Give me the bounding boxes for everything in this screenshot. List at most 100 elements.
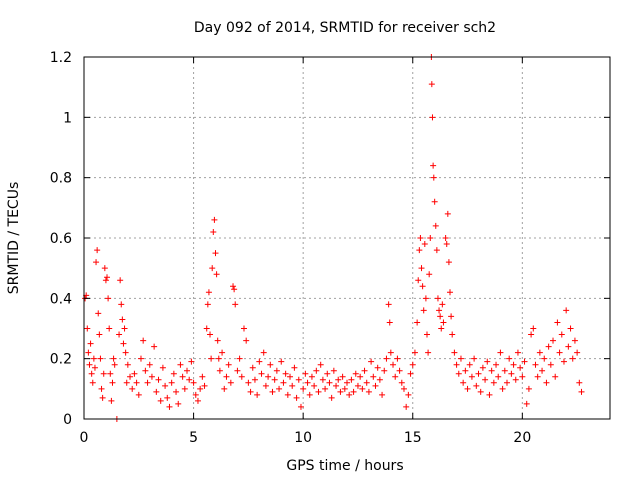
data-point [249, 364, 256, 371]
data-point [411, 349, 418, 356]
data-point [462, 367, 469, 374]
data-point [231, 286, 238, 293]
data-point [346, 391, 353, 398]
data-point [153, 388, 160, 395]
data-point [495, 373, 502, 380]
data-point [414, 319, 421, 326]
data-point [429, 114, 436, 121]
data-point [297, 403, 304, 410]
data-point [209, 265, 216, 272]
data-point [89, 379, 96, 386]
data-point [162, 382, 169, 389]
data-point [210, 228, 217, 235]
x-tick-label: 0 [80, 430, 89, 446]
data-point [512, 376, 519, 383]
data-point [251, 376, 258, 383]
data-point [536, 349, 543, 356]
data-point [324, 370, 331, 377]
data-point [300, 385, 307, 392]
data-point [442, 235, 449, 241]
data-point [221, 385, 228, 392]
data-point [372, 382, 379, 389]
data-point [328, 394, 335, 401]
data-point [157, 397, 164, 404]
data-point [350, 388, 357, 395]
data-point [460, 379, 467, 386]
data-point [236, 355, 243, 362]
data-point [403, 403, 410, 410]
data-point [234, 367, 241, 374]
data-point [94, 247, 101, 254]
data-point [383, 355, 390, 362]
data-point [107, 370, 114, 377]
data-point [541, 355, 548, 362]
data-point [287, 373, 294, 380]
data-point [256, 358, 263, 365]
data-point [493, 361, 500, 368]
data-point [135, 391, 142, 398]
data-point [386, 319, 393, 326]
data-point [188, 358, 195, 365]
chart-title: Day 092 of 2014, SRMTID for receiver sch… [194, 20, 496, 36]
data-point [111, 361, 118, 368]
y-tick-label: 0.6 [50, 231, 72, 247]
data-point [262, 382, 269, 389]
data-point [131, 370, 138, 377]
data-point [448, 313, 455, 320]
data-point [140, 337, 147, 344]
data-point [245, 379, 252, 386]
data-point [552, 373, 559, 380]
data-point [433, 247, 440, 254]
data-points [82, 54, 585, 422]
data-point [443, 241, 450, 248]
data-point [308, 373, 315, 380]
data-point [207, 331, 214, 338]
data-point [105, 295, 112, 302]
data-point [124, 361, 131, 368]
data-point [199, 373, 206, 380]
data-point [438, 325, 445, 332]
data-point [118, 301, 125, 308]
data-point [317, 361, 324, 368]
data-point [93, 259, 100, 266]
data-point [194, 397, 201, 404]
data-point [99, 394, 106, 401]
data-point [379, 391, 386, 398]
data-point [425, 349, 432, 356]
data-point [344, 379, 350, 386]
data-point [457, 355, 464, 362]
data-point [216, 367, 223, 374]
data-point [104, 274, 111, 281]
data-point [363, 379, 370, 386]
data-point [293, 394, 300, 401]
data-point [282, 370, 289, 377]
data-point [177, 361, 184, 368]
data-point [155, 376, 162, 383]
data-point [335, 376, 342, 383]
data-point [354, 382, 361, 389]
data-point [319, 376, 326, 383]
data-point [232, 301, 239, 308]
data-point [85, 349, 92, 356]
data-point [129, 385, 136, 392]
data-point [240, 325, 247, 332]
data-point [337, 388, 344, 395]
data-point [109, 379, 116, 386]
data-point [86, 361, 93, 368]
data-point [510, 361, 517, 368]
data-point [503, 379, 510, 386]
data-point [567, 325, 574, 332]
data-point [434, 295, 441, 302]
data-point [488, 367, 495, 374]
data-point [576, 379, 583, 386]
data-point [306, 391, 313, 398]
data-point [473, 382, 480, 389]
data-point [479, 364, 486, 371]
data-point [90, 355, 97, 362]
data-point [357, 373, 364, 380]
data-point [365, 388, 372, 395]
data-point [122, 349, 129, 356]
data-point [204, 301, 211, 308]
data-point [565, 343, 572, 350]
data-point [302, 370, 309, 377]
